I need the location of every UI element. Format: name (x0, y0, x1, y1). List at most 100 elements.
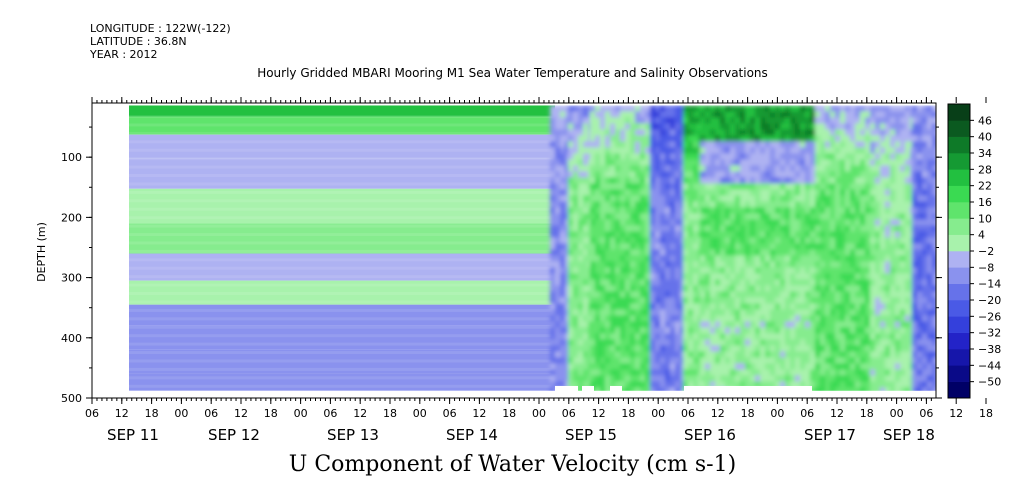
depth-band (129, 188, 555, 224)
colorbar-label: −44 (978, 359, 1001, 372)
depth-band (129, 134, 555, 159)
x-hour-label: 12 (234, 407, 248, 420)
x-hour-label: 12 (830, 407, 844, 420)
y-tick-label: 200 (61, 211, 82, 224)
band-stripe (129, 165, 555, 169)
y-tick-label: 500 (61, 392, 82, 405)
x-hour-label: 00 (651, 407, 665, 420)
band-stripe (129, 266, 555, 270)
x-date-label: SEP 16 (684, 426, 736, 444)
x-date-label: SEP 13 (327, 426, 379, 444)
band-stripe (129, 308, 555, 312)
band-stripe (129, 325, 555, 329)
x-hour-label: 12 (115, 407, 129, 420)
chart-title: Hourly Gridded MBARI Mooring M1 Sea Wate… (257, 66, 768, 80)
x-date-label: SEP 14 (446, 426, 498, 444)
x-hour-label: 06 (323, 407, 337, 420)
colorbar-label: −2 (978, 245, 994, 258)
missing-data (555, 385, 578, 394)
x-date-label: SEP 15 (565, 426, 617, 444)
colorbar-label: 46 (978, 114, 992, 127)
colorbar-bin (948, 267, 970, 284)
latitude-label: LATITUDE : 36.8N (90, 35, 187, 48)
y-tick-label: 400 (61, 332, 82, 345)
band-stripe (129, 384, 555, 388)
colorbar-label: −8 (978, 261, 994, 274)
band-stripe (129, 182, 555, 186)
band-stripe (129, 300, 555, 304)
depth-band (129, 105, 555, 117)
band-stripe (129, 224, 555, 228)
x-hour-label: 00 (890, 407, 904, 420)
x-hour-label: 12 (949, 407, 963, 420)
depth-band (129, 325, 555, 350)
x-hour-label: 06 (919, 407, 933, 420)
band-stripe (129, 123, 555, 127)
band-stripe (129, 174, 555, 178)
colorbar-bin (948, 365, 970, 382)
x-hour-label: 12 (472, 407, 486, 420)
missing-data (684, 385, 812, 394)
y-tick-label: 300 (61, 272, 82, 285)
colorbar-bin (948, 136, 970, 154)
colorbar-label: −38 (978, 343, 1001, 356)
band-stripe (129, 148, 555, 152)
band-stripe (129, 342, 555, 346)
depth-band (129, 373, 555, 391)
x-hour-label: 18 (741, 407, 755, 420)
band-stripe (129, 376, 555, 380)
band-stripe (129, 283, 555, 287)
depth-band (129, 116, 555, 135)
colorbar-label: 4 (978, 229, 985, 242)
colorbar: −50 −44 −38 −32 −26 −20 −14 −8 −2 4 10 16 22 28 34 40 46 (947, 103, 1001, 399)
colorbar-bin (948, 316, 970, 333)
band-stripe (129, 258, 555, 262)
colorbar-label: 40 (978, 131, 992, 144)
band-stripe (129, 190, 555, 194)
band-stripe (129, 359, 555, 363)
colorbar-bin (948, 169, 970, 186)
colorbar-bin (948, 300, 970, 317)
band-stripe (129, 199, 555, 203)
x-hour-label: 18 (502, 407, 516, 420)
colorbar-label: −32 (978, 327, 1001, 340)
x-date-label: SEP 11 (107, 426, 159, 444)
depth-band (129, 280, 555, 305)
band-stripe (129, 140, 555, 144)
band-stripe (129, 157, 555, 161)
colorbar-label: 34 (978, 147, 992, 160)
x-hour-label: 06 (800, 407, 814, 420)
colorbar-label: 16 (978, 196, 992, 209)
colorbar-bin (948, 349, 970, 366)
depth-band (129, 349, 555, 374)
colorbar-bin (948, 283, 970, 301)
colorbar-bin (948, 332, 970, 350)
band-stripe (129, 351, 555, 355)
band-stripe (129, 131, 555, 135)
x-hour-label: 00 (413, 407, 427, 420)
colorbar-label: −14 (978, 278, 1001, 291)
band-stripe (129, 249, 555, 253)
band-stripe (129, 233, 555, 237)
band-stripe (129, 115, 555, 119)
colorbar-label: 28 (978, 163, 992, 176)
x-hour-label: 06 (681, 407, 695, 420)
x-axis-title: U Component of Water Velocity (cm s-1) (288, 452, 737, 477)
x-hour-label: 12 (353, 407, 367, 420)
x-hour-label: 00 (532, 407, 546, 420)
colorbar-bin (948, 104, 970, 121)
x-hour-label: 06 (85, 407, 99, 420)
missing-data (582, 385, 594, 394)
y-tick-label: 100 (61, 151, 82, 164)
colorbar-bin (948, 120, 970, 137)
year-label: YEAR : 2012 (90, 48, 158, 61)
colorbar-bin (948, 251, 970, 268)
missing-data (610, 385, 622, 394)
x-date-label: SEP 18 (883, 426, 935, 444)
colorbar-label: −26 (978, 310, 1001, 323)
x-hour-label: 06 (204, 407, 218, 420)
colorbar-bin (948, 218, 970, 235)
axes: 06 12 18 00 06 12 18 00 06 12 18 00 06 12 18 00 06 12 18 00… (61, 97, 1009, 444)
x-hour-label: 00 (174, 407, 188, 420)
